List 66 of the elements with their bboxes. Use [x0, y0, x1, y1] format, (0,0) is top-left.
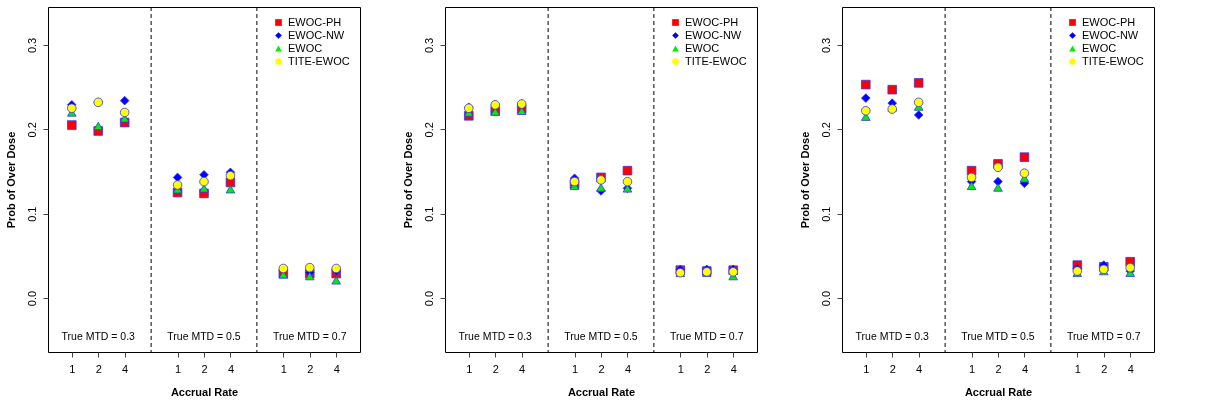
legend-label: TITE-EWOC — [685, 54, 747, 67]
x-tick-label: 1 — [175, 362, 182, 375]
legend-label: EWOC — [1082, 41, 1117, 54]
annotation: True MTD = 0.5 — [564, 330, 638, 342]
x-axis-title: Accrual Rate — [170, 385, 239, 398]
legend-label: EWOC-NW — [288, 28, 345, 41]
annotation: True MTD = 0.5 — [961, 330, 1035, 342]
y-tick-label: 0.3 — [25, 37, 38, 54]
legend-label: EWOC-PH — [1082, 15, 1136, 28]
x-tick-label: 2 — [598, 362, 605, 375]
x-tick-label: 1 — [863, 362, 870, 375]
annotation: True MTD = 0.7 — [1067, 330, 1141, 342]
x-tick-label: 4 — [916, 362, 923, 375]
legend-label: EWOC-PH — [685, 15, 739, 28]
x-tick-label: 1 — [466, 362, 473, 375]
x-tick-label: 2 — [1101, 362, 1108, 375]
y-tick-label: 0.2 — [422, 122, 435, 138]
legend-label: EWOC-NW — [685, 28, 742, 41]
x-tick-label: 4 — [1127, 362, 1134, 375]
y-tick-label: 0.1 — [25, 206, 38, 222]
y-tick-label: 0.0 — [819, 290, 832, 307]
legend-label: EWOC — [685, 41, 720, 54]
x-tick-label: 2 — [995, 362, 1002, 375]
annotation: True MTD = 0.3 — [458, 330, 533, 342]
y-tick-label: 0.2 — [25, 122, 38, 138]
y-axis-title: Prob of Over Dose — [4, 131, 17, 229]
y-tick-label: 0.2 — [819, 122, 832, 138]
x-tick-label: 2 — [492, 362, 499, 375]
x-axis-title: Accrual Rate — [567, 385, 636, 398]
y-tick-label: 0.1 — [819, 206, 832, 222]
x-tick-label: 1 — [677, 362, 684, 375]
legend-label: TITE-EWOC — [1082, 54, 1144, 67]
x-tick-label: 1 — [1074, 362, 1081, 375]
y-tick-label: 0.0 — [422, 290, 435, 307]
annotation: True MTD = 0.5 — [167, 330, 241, 342]
x-tick-label: 2 — [704, 362, 711, 375]
x-tick-label: 1 — [69, 362, 76, 375]
annotation: True MTD = 0.3 — [855, 330, 930, 342]
x-tick-label: 4 — [519, 362, 526, 375]
x-tick-label: 4 — [624, 362, 631, 375]
y-tick-label: 0.0 — [25, 290, 38, 307]
x-tick-label: 1 — [280, 362, 287, 375]
legend-label: EWOC-PH — [288, 15, 342, 28]
x-tick-label: 2 — [307, 362, 314, 375]
x-tick-label: 4 — [227, 362, 234, 375]
y-tick-label: 0.3 — [422, 37, 435, 54]
annotation: True MTD = 0.3 — [61, 330, 136, 342]
annotation: True MTD = 0.7 — [273, 330, 347, 342]
x-tick-label: 2 — [95, 362, 102, 375]
x-tick-label: 4 — [333, 362, 340, 375]
y-tick-label: 0.3 — [819, 37, 832, 54]
y-tick-label: 0.1 — [422, 206, 435, 222]
x-tick-label: 1 — [572, 362, 579, 375]
y-axis-title: Prob of Over Dose — [401, 131, 414, 229]
x-tick-label: 4 — [1021, 362, 1028, 375]
x-tick-label: 1 — [969, 362, 976, 375]
x-tick-label: 4 — [122, 362, 129, 375]
annotation: True MTD = 0.7 — [670, 330, 744, 342]
legend-label: EWOC — [288, 41, 323, 54]
x-tick-label: 2 — [889, 362, 896, 375]
legend-label: EWOC-NW — [1082, 28, 1139, 41]
y-axis-title: Prob of Over Dose — [798, 131, 811, 229]
x-tick-label: 2 — [201, 362, 208, 375]
x-axis-title: Accrual Rate — [964, 385, 1033, 398]
legend-label: TITE-EWOC — [288, 54, 350, 67]
x-tick-label: 4 — [730, 362, 737, 375]
